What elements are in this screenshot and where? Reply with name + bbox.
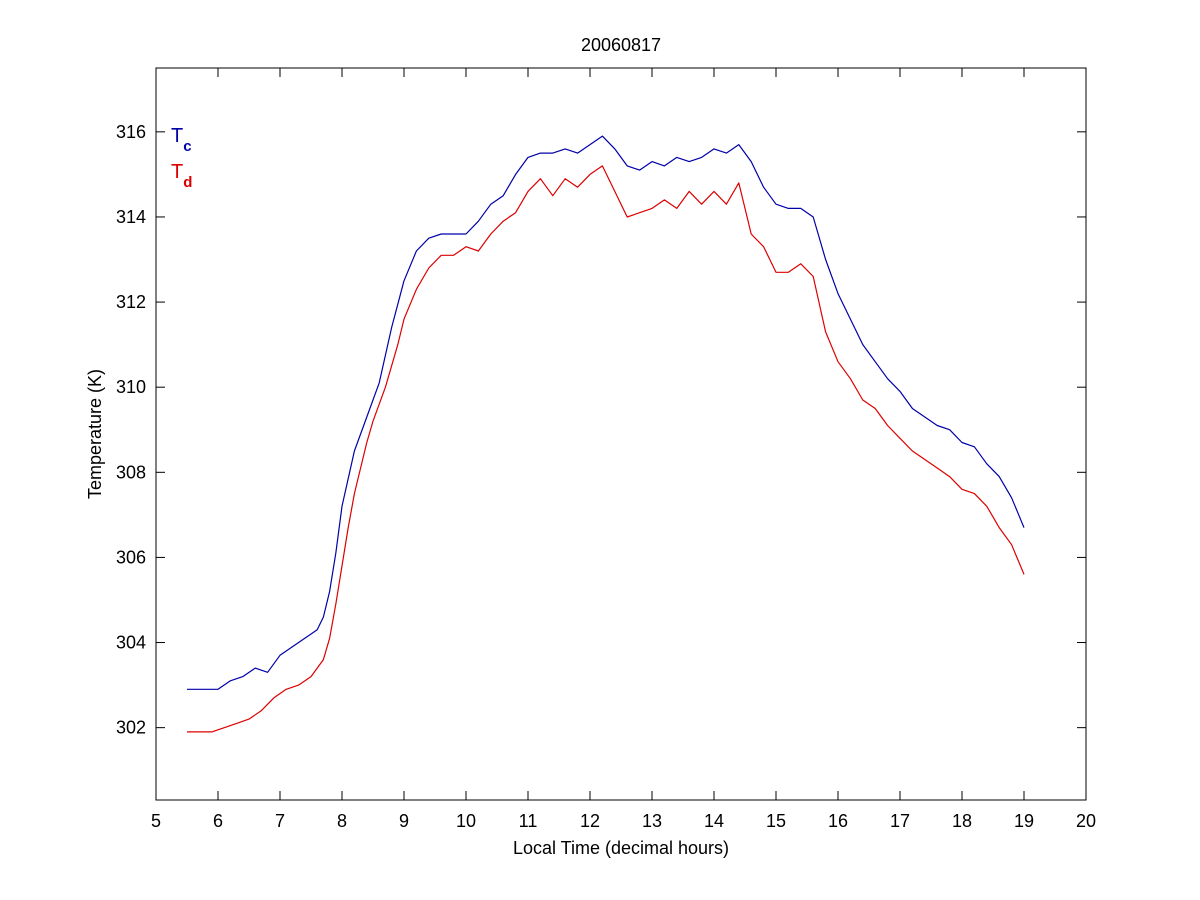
y-tick-label: 306: [116, 547, 146, 567]
x-tick-label: 5: [151, 811, 161, 831]
y-tick-label: 310: [116, 377, 146, 397]
x-tick-label: 20: [1076, 811, 1096, 831]
legend-label-tc: T: [171, 125, 183, 147]
legend-subscript-d: d: [183, 174, 192, 191]
x-tick-label: 17: [890, 811, 910, 831]
series-line-tc: [187, 135, 1025, 690]
legend-entry-td: Td: [171, 161, 192, 191]
legend-subscript-c: c: [183, 138, 191, 155]
legend-label-td: T: [171, 161, 183, 183]
y-tick-label: 304: [116, 633, 146, 653]
chart-title: 20060817: [581, 35, 661, 55]
x-tick-label: 11: [519, 811, 538, 831]
y-tick-label: 314: [116, 207, 146, 227]
y-axis: 302 304 306 308 310 312 314 316: [116, 122, 1086, 738]
x-tick-label: 12: [580, 811, 600, 831]
x-tick-label: 16: [828, 811, 848, 831]
y-tick-label: 312: [116, 292, 146, 312]
y-axis-label: Temperature (K): [85, 369, 105, 499]
legend: Tc Td: [171, 125, 192, 191]
x-tick-label: 6: [213, 811, 223, 831]
plot-frame: [155, 67, 1087, 801]
x-tick-label: 9: [399, 811, 409, 831]
x-tick-label: 13: [642, 811, 662, 831]
series-layer: [187, 135, 1025, 733]
x-tick-label: 15: [766, 811, 786, 831]
x-axis-label: Local Time (decimal hours): [513, 838, 729, 858]
series-line-td: [187, 165, 1025, 733]
y-tick-label: 308: [116, 462, 146, 482]
x-tick-label: 10: [456, 811, 476, 831]
y-tick-label: 302: [116, 718, 146, 738]
x-tick-label: 18: [952, 811, 972, 831]
legend-entry-tc: Tc: [171, 125, 192, 155]
x-tick-label: 14: [704, 811, 724, 831]
x-tick-label: 8: [337, 811, 347, 831]
x-axis: 5 6 7 8 9 10 11 12 13 14 15 16 17 18 19 20: [151, 68, 1096, 831]
x-tick-label: 19: [1014, 811, 1034, 831]
y-tick-label: 316: [116, 122, 146, 142]
x-tick-label: 7: [275, 811, 285, 831]
